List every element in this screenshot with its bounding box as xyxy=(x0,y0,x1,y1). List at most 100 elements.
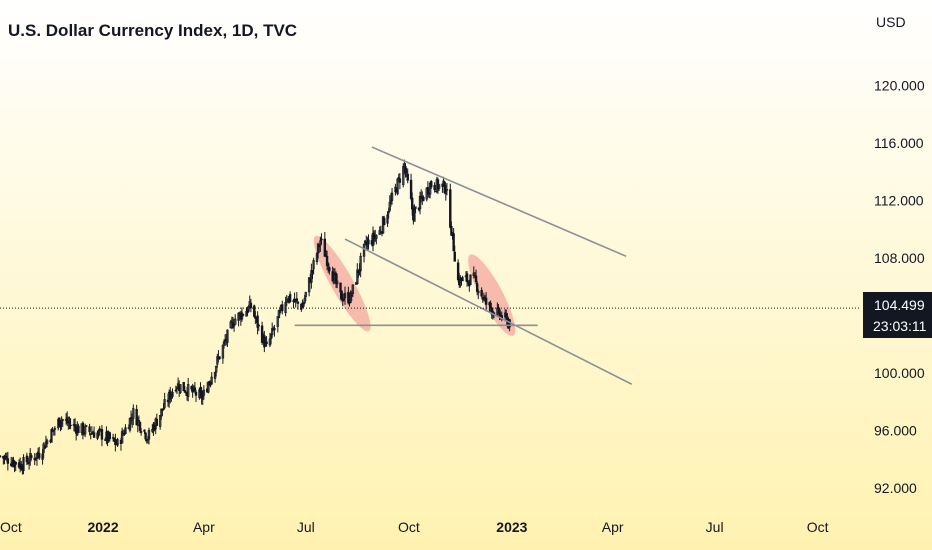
candle-body xyxy=(214,365,218,373)
candle-body xyxy=(484,297,488,305)
candle-body xyxy=(45,440,49,445)
y-tick-label: 120.000 xyxy=(874,77,925,93)
candle-body xyxy=(100,429,104,440)
x-tick-label: Oct xyxy=(807,519,829,535)
candle-body xyxy=(0,455,2,457)
candle-body xyxy=(320,238,323,241)
x-tick-label: Jul xyxy=(297,519,315,535)
candle-body xyxy=(270,328,274,335)
candle-body xyxy=(278,309,282,313)
y-axis[interactable]: USD 120.000 116.000 112.000 108.000 100.000 9… xyxy=(863,14,932,496)
candle-body xyxy=(249,302,253,308)
candle-body xyxy=(139,431,143,433)
candle-body xyxy=(445,189,449,191)
candle-body xyxy=(257,324,260,327)
y-axis-unit: USD xyxy=(876,14,906,30)
candle-body xyxy=(265,341,268,345)
candle-body xyxy=(210,376,213,385)
candle-body xyxy=(143,429,146,432)
candle-body xyxy=(351,284,355,295)
candle-body xyxy=(390,192,394,201)
candle-body xyxy=(302,303,305,307)
candle-body xyxy=(186,384,190,397)
candle-body xyxy=(362,243,366,257)
y-tick-label: 100.000 xyxy=(874,365,925,381)
lower-channel-line[interactable] xyxy=(344,238,633,385)
countdown-label: 23:03:11 xyxy=(873,318,927,334)
candle-body xyxy=(477,290,480,293)
candle-body xyxy=(61,419,64,421)
last-price-badge xyxy=(863,292,932,338)
x-tick-label: Jul xyxy=(706,519,724,535)
candle-body xyxy=(194,391,198,396)
candle-body xyxy=(307,277,311,293)
x-tick-label: 2023 xyxy=(496,519,527,535)
candle-body xyxy=(120,431,124,444)
x-tick-label: Oct xyxy=(398,519,420,535)
candle-body xyxy=(328,267,331,272)
y-tick-label: 108.000 xyxy=(874,250,925,266)
candle-body xyxy=(367,239,370,245)
candle-body xyxy=(30,455,33,458)
candle-body xyxy=(88,426,91,433)
candle-body xyxy=(489,302,492,309)
candle-body xyxy=(77,425,80,433)
candle-body xyxy=(326,263,330,267)
candle-body xyxy=(375,235,378,239)
candle-body xyxy=(450,225,453,236)
candle-body xyxy=(295,298,299,302)
candle-body xyxy=(312,260,315,270)
candle-body xyxy=(241,314,245,316)
chart-title: U.S. Dollar Currency Index, 1D, TVC xyxy=(8,21,297,40)
y-tick-label: 92.000 xyxy=(874,480,917,496)
candle-body xyxy=(335,280,339,285)
candle-body xyxy=(85,425,88,427)
candle-body xyxy=(50,429,53,443)
candle-body xyxy=(430,181,433,188)
candle-body xyxy=(92,432,96,438)
candle-body xyxy=(144,432,147,440)
candle-body xyxy=(162,408,165,410)
x-axis[interactable]: Oct 2022 Apr Jul Oct 2023 Apr Jul Oct xyxy=(0,519,829,535)
candle-body xyxy=(469,274,472,285)
candle-body xyxy=(6,458,10,464)
candle-body xyxy=(256,315,259,328)
trend-lines[interactable] xyxy=(294,146,633,385)
candle-body xyxy=(396,178,399,195)
candle-body xyxy=(343,292,347,299)
candle-body xyxy=(437,184,441,189)
candle-body xyxy=(124,427,127,435)
candle-body xyxy=(387,211,390,214)
candle-body xyxy=(433,185,436,191)
candle-body xyxy=(304,292,307,298)
candle-body xyxy=(38,452,41,459)
y-tick-label: 116.000 xyxy=(874,135,924,151)
candle-body xyxy=(171,391,174,397)
candle-body xyxy=(422,196,425,201)
upper-channel-line[interactable] xyxy=(371,146,627,258)
candle-body xyxy=(413,209,416,222)
candle-body xyxy=(382,217,386,226)
candle-body xyxy=(69,424,72,427)
highlight-zone xyxy=(468,254,516,336)
candle-body xyxy=(108,432,111,440)
candle-body xyxy=(474,275,478,283)
candle-body xyxy=(155,418,159,426)
candle-body xyxy=(53,428,57,430)
candle-body xyxy=(453,251,456,262)
candle-body xyxy=(179,384,182,394)
x-tick-label: Oct xyxy=(0,519,22,535)
x-tick-label: 2022 xyxy=(87,519,118,535)
candle-body xyxy=(147,429,151,440)
candle-body xyxy=(221,345,225,359)
candle-body xyxy=(202,389,206,396)
candle-body xyxy=(273,328,276,331)
candle-body xyxy=(137,420,141,422)
x-tick-label: Apr xyxy=(602,519,624,535)
candle-body xyxy=(132,408,135,419)
candle-body xyxy=(398,178,402,183)
y-tick-label: 112.000 xyxy=(874,192,924,208)
candle-body xyxy=(138,421,142,431)
